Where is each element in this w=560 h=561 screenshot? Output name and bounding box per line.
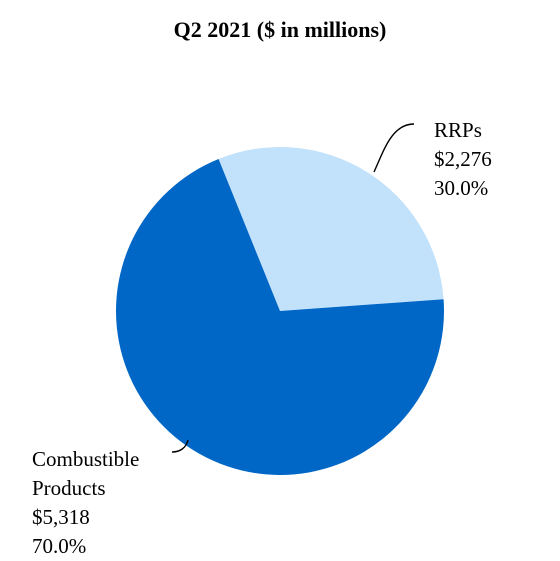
slice-label-value: $2,276 <box>434 147 492 171</box>
slice-label-combustible-products: Combustible Products $5,318 70.0% <box>32 445 139 561</box>
pie-slice-rrps <box>218 147 444 311</box>
slice-label-value: $5,318 <box>32 505 90 529</box>
slice-label-rrps: RRPs $2,276 30.0% <box>434 116 492 203</box>
slice-label-percent: 30.0% <box>434 176 489 200</box>
chart-title: Q2 2021 ($ in millions) <box>173 17 387 42</box>
slice-label-name-line1: Combustible <box>32 447 140 471</box>
leader-line-rrps <box>373 123 415 173</box>
slice-label-name: RRPs <box>434 118 482 142</box>
pie-slice-combustible-products <box>115 158 444 476</box>
leader-line-combustible-products <box>171 439 189 453</box>
slice-label-percent: 70.0% <box>32 534 87 558</box>
slice-label-name-line2: Products <box>32 476 106 500</box>
